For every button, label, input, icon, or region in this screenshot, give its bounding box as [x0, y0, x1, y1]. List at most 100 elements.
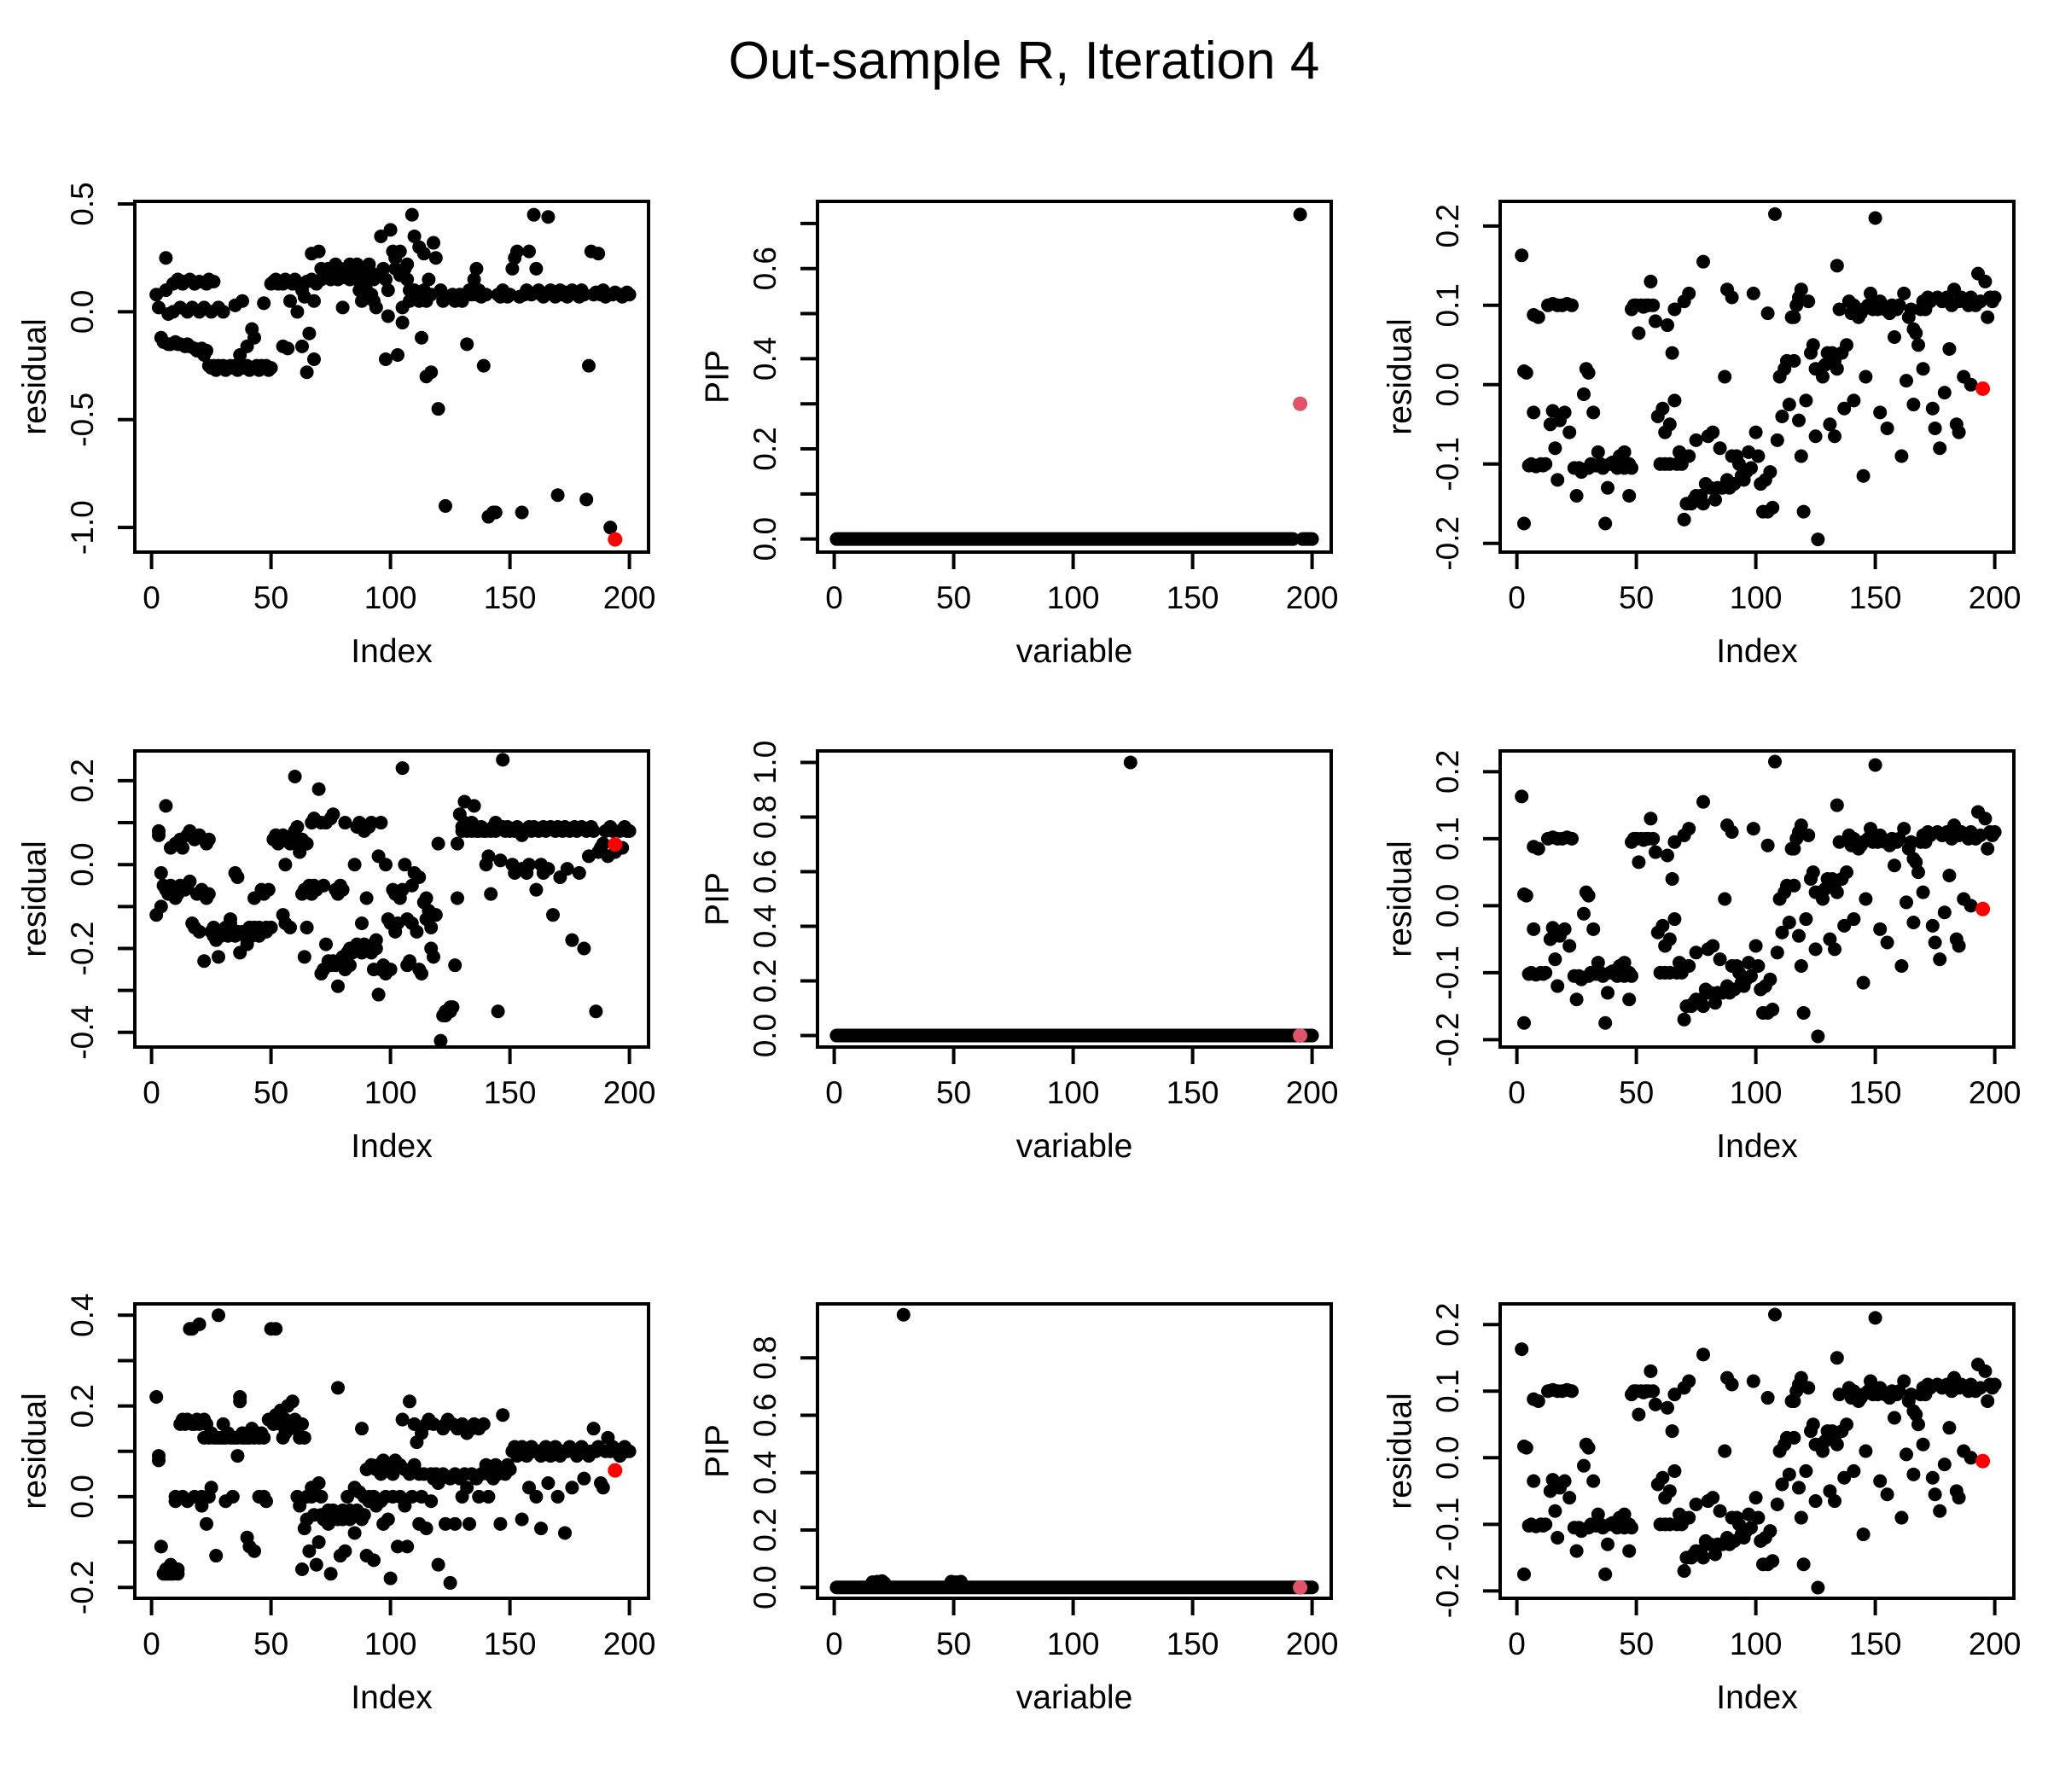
data-point [1811, 532, 1825, 547]
data-point [1622, 992, 1637, 1007]
data-point [1925, 918, 1940, 933]
data-point [1662, 932, 1677, 946]
data-point [290, 819, 305, 834]
data-point [295, 1562, 309, 1576]
y-tick-label: -0.2 [65, 1560, 100, 1615]
data-point [1806, 865, 1820, 880]
data-point [278, 858, 293, 872]
data-point [391, 347, 404, 362]
data-point [1725, 290, 1739, 305]
data-point [436, 294, 451, 308]
data-point [1794, 1370, 1808, 1385]
data-point [1847, 912, 1861, 927]
data-point [1916, 362, 1930, 376]
data-point [1775, 409, 1789, 423]
data-point [1880, 421, 1894, 435]
data-point [428, 251, 443, 265]
data-point [1667, 393, 1682, 408]
data-point [546, 908, 560, 922]
data-point [1601, 1537, 1615, 1551]
data-point [1601, 480, 1615, 495]
data-point [338, 1544, 352, 1558]
data-point [379, 858, 393, 872]
x-tick-label: 0 [1508, 1626, 1526, 1661]
y-tick-label: 0.2 [748, 959, 783, 1003]
data-point [469, 261, 484, 276]
data-point [216, 305, 230, 319]
y-tick-label: 1.0 [748, 741, 783, 784]
data-points [149, 207, 637, 535]
data-point [1581, 365, 1596, 380]
data-point [505, 261, 520, 276]
x-axis: 0 50 100 150 200 [825, 1047, 1338, 1110]
data-point [1868, 1311, 1882, 1325]
data-point [1696, 1551, 1710, 1565]
y-tick-label: 0.1 [1430, 817, 1465, 860]
data-point [261, 882, 276, 897]
data-point [367, 1553, 381, 1568]
y-tick-label: -0.1 [1430, 1497, 1465, 1551]
data-point [323, 1567, 338, 1581]
data-point [357, 1508, 371, 1522]
data-point [1746, 1374, 1760, 1388]
data-point [1577, 1458, 1591, 1473]
data-point [479, 288, 493, 302]
x-tick-label: 50 [253, 1626, 288, 1661]
y-axis: -0.2 -0.1 0.0 0.1 0.2 [1430, 750, 1500, 1067]
data-point [460, 337, 474, 352]
data-point [1832, 1388, 1847, 1402]
data-point [1557, 405, 1572, 420]
x-axis-title: variable [1016, 633, 1133, 670]
data-point [1987, 824, 2002, 839]
y-axis: 0.2 0.0 -0.2 -0.4 [65, 759, 135, 1060]
data-point [1808, 429, 1823, 444]
data-point [1515, 789, 1529, 804]
y-axis-title: residual [1382, 1393, 1419, 1510]
data-point [288, 769, 302, 783]
data-point [1625, 1521, 1638, 1535]
data-point [1981, 841, 1995, 856]
data-point [1667, 1463, 1682, 1478]
data-point [954, 1574, 968, 1589]
data-point [1775, 1477, 1789, 1492]
x-tick-label: 50 [936, 1626, 971, 1661]
data-point [1625, 461, 1638, 475]
data-point [1744, 461, 1758, 475]
plot-r3c2: 0 50 100 150 200 variable 0.0 0.2 0.4 0.6 0.8 PIP [700, 1302, 1338, 1716]
x-tick-label: 100 [1047, 1626, 1100, 1661]
data-points [1515, 1307, 2002, 1595]
data-point [493, 853, 508, 868]
data-point [1519, 365, 1533, 380]
data-point [1632, 1407, 1646, 1422]
data-point [1952, 939, 1966, 953]
data-point [400, 1539, 415, 1554]
data-point [1873, 405, 1888, 420]
x-tick-label: 0 [1508, 580, 1526, 615]
x-axis: 0 50 100 150 200 [825, 552, 1338, 615]
data-point [1782, 1467, 1796, 1481]
data-point [1696, 254, 1710, 269]
highlight-point [1293, 396, 1308, 411]
data-point [1794, 1510, 1808, 1525]
data-point [1837, 1470, 1852, 1485]
data-point [1562, 1491, 1577, 1505]
x-axis: 0 50 100 150 200 [1508, 1598, 2021, 1661]
data-point [1925, 1470, 1940, 1485]
y-tick-label: 0.2 [1430, 750, 1465, 794]
data-point [1856, 1527, 1871, 1542]
data-point [1808, 942, 1823, 957]
plot-r2c1: 0 50 100 150 200 Index 0.2 0.0 -0.2 -0.4 residual [17, 749, 655, 1165]
data-point [1892, 298, 1906, 312]
data-point [400, 257, 415, 271]
data-point [476, 358, 491, 373]
data-point [1978, 274, 1993, 288]
data-point [1551, 979, 1565, 993]
plot-box [816, 1302, 1333, 1600]
data-point [1766, 1554, 1780, 1568]
data-point [1557, 1474, 1572, 1488]
data-point [1646, 1384, 1661, 1399]
data-point [297, 950, 311, 964]
data-point [415, 966, 428, 980]
data-point [1622, 488, 1637, 503]
data-point [300, 365, 314, 380]
